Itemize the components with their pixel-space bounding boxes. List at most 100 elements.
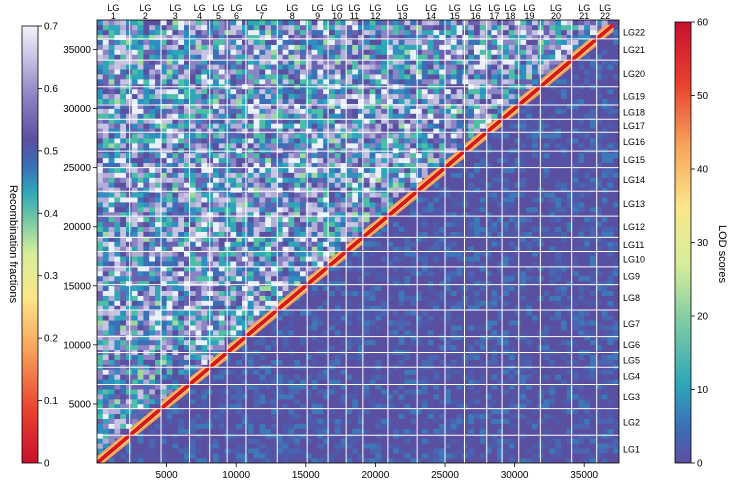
rf-cell [114,173,120,178]
rf-cell [329,94,335,99]
lod-cell [404,227,410,232]
lod-cell [335,433,341,438]
rf-cell [370,168,376,173]
rf-cell [254,69,260,74]
lod-cell [335,389,341,394]
rf-cell [114,54,120,59]
rf-cell [248,50,254,55]
rf-cell [138,173,144,178]
rf-cell [248,182,254,187]
rf-cell [172,374,178,379]
rf-cell [109,389,115,394]
rf-cell [132,286,138,291]
rf-cell [317,261,323,266]
rf-cell [271,74,277,79]
rf-cell [120,202,126,207]
rf-cell [190,291,196,296]
rf-cell [375,143,381,148]
lod-cell [283,448,289,453]
rf-cell [126,296,132,301]
rf-cell [404,182,410,187]
rf-cell [196,187,202,192]
lod-cell [329,409,335,414]
rf-cell [114,69,120,74]
rf-cell [109,369,115,374]
rf-cell [138,25,144,30]
lod-cell [404,369,410,374]
rf-cell [138,64,144,69]
lod-cell [364,315,370,320]
rf-cell [172,355,178,360]
rf-cell [138,94,144,99]
rf-cell [259,271,265,276]
rf-cell [126,89,132,94]
rf-cell [364,192,370,197]
rf-cell [265,192,271,197]
rf-cell [219,192,225,197]
lod-cell [370,409,376,414]
lod-cell [352,310,358,315]
rf-cell [149,94,155,99]
rf-cell [294,207,300,212]
lod-cell [317,325,323,330]
lod-cell [312,286,318,291]
rf-cell [312,261,318,266]
lod-cell [201,409,207,414]
rf-cell [329,123,335,128]
rf-cell [346,217,352,222]
rf-cell [149,182,155,187]
lod-cell [213,429,219,434]
rf-cell [196,207,202,212]
lod-cell [404,414,410,419]
rf-cell [196,276,202,281]
rf-cell [213,345,219,350]
lod-cell [265,438,271,443]
lod-cell [335,330,341,335]
rf-cell [346,202,352,207]
rf-cell [103,409,109,414]
lod-cell [265,379,271,384]
rf-cell [109,281,115,286]
rf-cell [132,256,138,261]
rf-cell [149,128,155,133]
rf-cell [126,399,132,404]
rf-cell [161,310,167,315]
rf-cell [196,232,202,237]
rf-cell [167,379,173,384]
rf-cell [143,384,149,389]
rf-cell [265,54,271,59]
rf-cell [143,69,149,74]
rf-cell [381,187,387,192]
lod-cell [283,433,289,438]
rf-cell [190,109,196,114]
rf-cell [143,340,149,345]
rf-cell [109,379,115,384]
rf-cell [132,192,138,197]
rf-cell [312,89,318,94]
rf-cell [242,182,248,187]
rf-cell [294,128,300,133]
rf-cell [219,153,225,158]
rf-cell [364,89,370,94]
lod-cell [422,251,428,256]
rf-cell [254,232,260,237]
rf-cell [190,202,196,207]
rf-cell [97,79,103,84]
rf-cell [143,330,149,335]
rf-cell [381,148,387,153]
rf-cell [132,69,138,74]
rf-cell [213,143,219,148]
rf-cell [190,128,196,133]
rf-cell [149,158,155,163]
rf-cell [242,128,248,133]
rf-cell [97,399,103,404]
rf-cell [161,242,167,247]
lod-cell [242,438,248,443]
rf-cell [283,20,289,25]
lod-cell [259,399,265,404]
lod-cell [422,360,428,365]
lod-cell [236,448,242,453]
rf-cell [271,246,277,251]
lod-cell [370,281,376,286]
rf-cell [329,242,335,247]
